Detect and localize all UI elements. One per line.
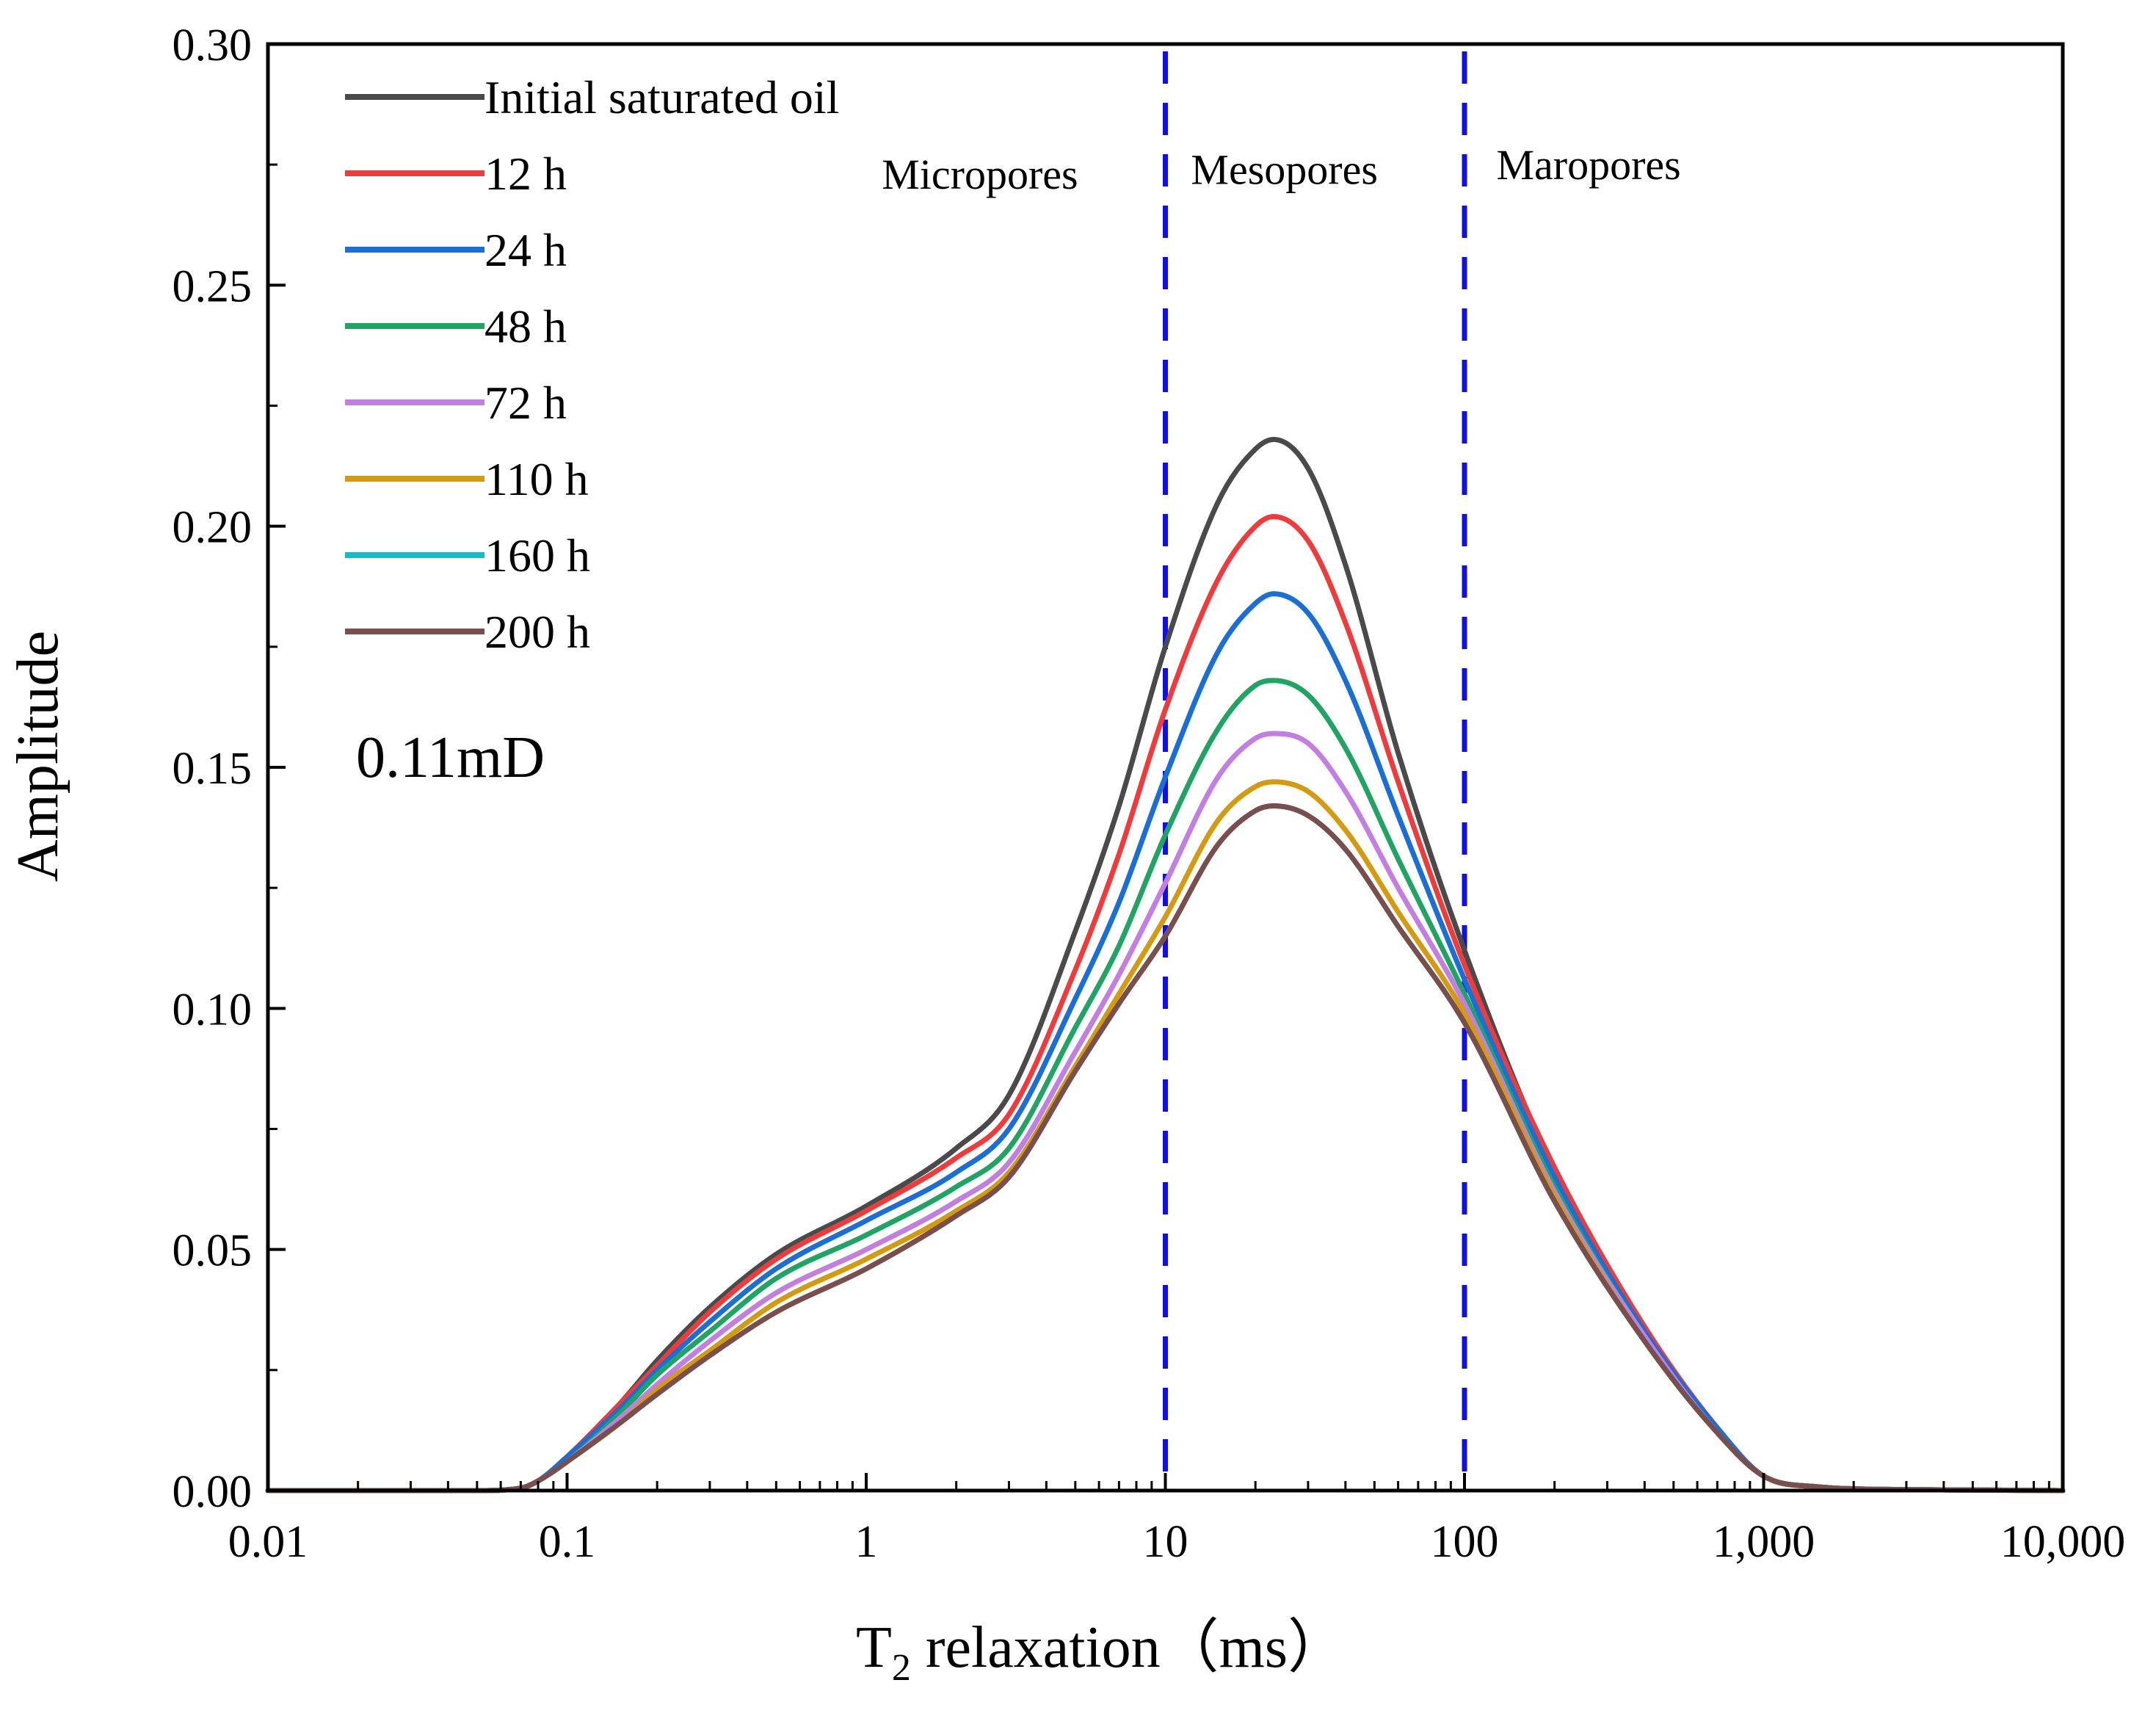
legend-label-1: 12 h [484, 148, 567, 200]
legend-label-4: 72 h [484, 377, 567, 429]
x-tick-label-6: 10,000 [2000, 1517, 2126, 1567]
legend-label-0: Initial saturated oil [484, 71, 839, 123]
y-tick-label-1: 0.05 [173, 1226, 253, 1276]
legend: Initial saturated oil 12 h 24 h 48 h 72 h 110… [345, 71, 839, 658]
x-tick-label-1: 0.1 [539, 1517, 596, 1567]
legend-label-3: 48 h [484, 300, 567, 352]
region-label-2: Maropores [1496, 141, 1680, 189]
x-axis-title-subscript: 2 [892, 1647, 911, 1689]
pore-region-labels: Micropores Mesopores Maropores [882, 141, 1680, 198]
region-label-0: Micropores [882, 151, 1078, 198]
region-label-1: Mesopores [1191, 145, 1378, 193]
x-tick-label-2: 1 [855, 1517, 878, 1567]
x-axis-title-main: T [856, 1615, 892, 1680]
y-tick-label-5: 0.25 [173, 261, 253, 311]
y-tick-label-0: 0.00 [173, 1467, 253, 1517]
y-tick-label-6: 0.30 [173, 21, 253, 70]
permeability-annotation: 0.11mD [356, 725, 545, 790]
x-axis-title: T2 relaxation（ms） [856, 1615, 1346, 1689]
legend-label-7: 200 h [484, 606, 590, 658]
y-axis-title: Amplitude [6, 631, 70, 882]
x-tick-label-0: 0.01 [228, 1517, 308, 1567]
axis-tick-labels: 0.01 0.1 1 10 100 1,000 10,000 0.00 0.05 0.10 0.15… [173, 21, 2126, 1567]
x-tick-label-4: 100 [1431, 1517, 1499, 1567]
y-tick-label-3: 0.15 [173, 744, 253, 794]
y-tick-label-2: 0.10 [173, 985, 253, 1035]
legend-label-5: 110 h [484, 453, 589, 505]
x-tick-label-5: 1,000 [1713, 1517, 1815, 1567]
legend-label-6: 160 h [484, 529, 590, 582]
series-lines [265, 437, 2066, 1494]
x-tick-label-3: 10 [1143, 1517, 1188, 1567]
x-axis-title-rest: relaxation（ms） [911, 1615, 1346, 1680]
axis-ticks [266, 43, 2064, 1492]
legend-label-2: 24 h [484, 224, 567, 276]
y-tick-label-4: 0.20 [173, 503, 253, 553]
series-line-7 [265, 803, 2066, 1494]
